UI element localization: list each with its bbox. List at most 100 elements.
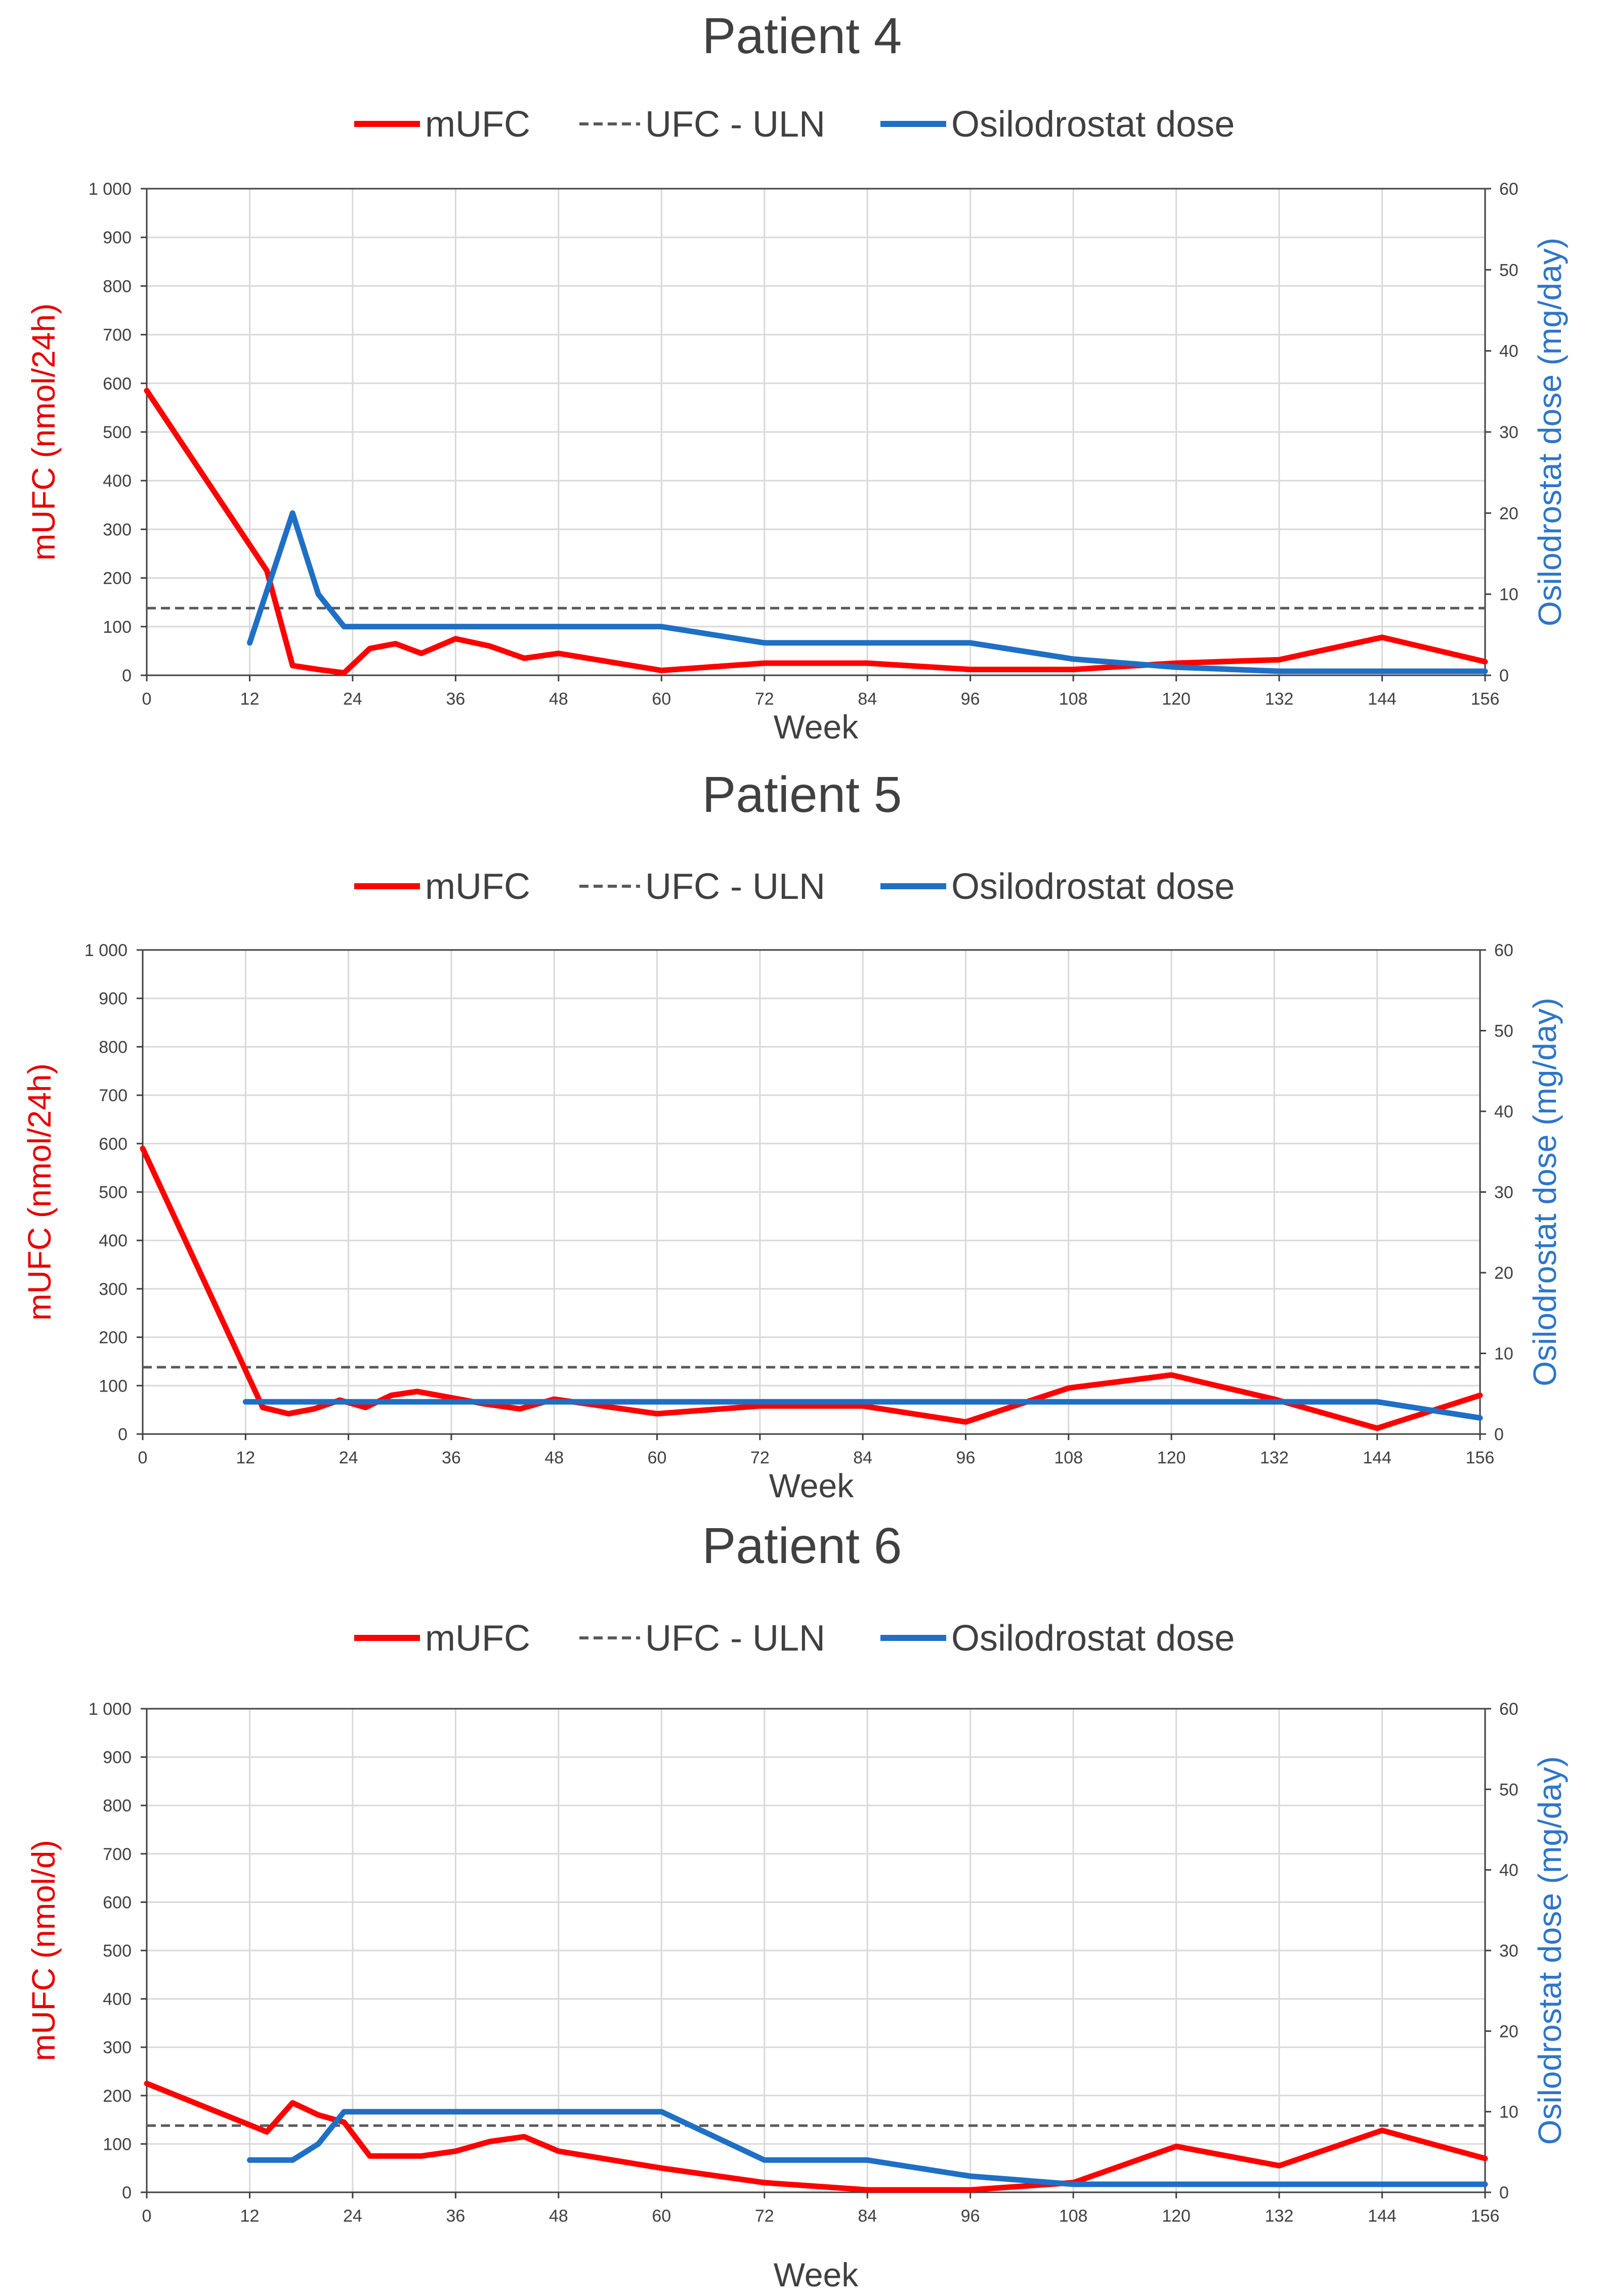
- y2-tick-label: 10: [1494, 1345, 1513, 1364]
- x-tick-label: 36: [442, 1448, 461, 1467]
- y-tick-label: 100: [103, 618, 132, 637]
- x-tick-label: 96: [961, 2206, 980, 2226]
- y-tick-label: 200: [99, 1328, 128, 1348]
- x-tick-label: 36: [446, 689, 465, 709]
- y-tick-label: 900: [103, 1748, 132, 1767]
- mufc-point: [292, 665, 293, 666]
- mufc-point: [558, 653, 559, 654]
- y2-tick-label: 40: [1499, 1861, 1518, 1880]
- y-tick-label: 600: [103, 374, 132, 394]
- x-tick-label: 120: [1162, 2206, 1191, 2226]
- x-tick-label: 156: [1471, 689, 1500, 709]
- mufc-point: [524, 658, 525, 659]
- x-tick-label: 0: [142, 689, 152, 709]
- x-tick-label: 108: [1054, 1448, 1083, 1467]
- dose-point: [764, 642, 765, 643]
- legend-label-uln: UFC - ULN: [645, 1618, 825, 1659]
- legend-label-dose: Osilodrostat dose: [951, 1618, 1235, 1659]
- x-tick-label: 0: [142, 2206, 152, 2226]
- x-tick-label: 144: [1368, 689, 1397, 709]
- y-tick-label: 800: [103, 1796, 132, 1815]
- y-tick-label: 600: [103, 1893, 132, 1912]
- legend: mUFC UFC - ULN Osilodrostat dose: [354, 867, 1235, 907]
- mufc-point: [1485, 2158, 1486, 2159]
- x-tick-label: 84: [858, 689, 877, 709]
- y-tick-label: 1 000: [89, 180, 132, 199]
- legend-label-uln: UFC - ULN: [645, 867, 825, 907]
- y2-tick-label: 40: [1499, 342, 1518, 361]
- y-tick-label: 400: [99, 1231, 128, 1250]
- x-tick-label: 132: [1265, 2206, 1294, 2226]
- y-axis-title-left: mUFC (nmol/d): [25, 1840, 62, 2061]
- y2-tick-label: 50: [1499, 261, 1518, 280]
- x-tick-label: 12: [240, 2206, 260, 2226]
- x-tick-label: 48: [549, 2206, 568, 2226]
- gridlines: [147, 189, 1485, 675]
- y2-tick-label: 20: [1499, 2022, 1518, 2041]
- mufc-point: [365, 1407, 366, 1408]
- y-axis-title-left: mUFC (nmol/24h): [21, 1063, 58, 1321]
- legend-label-dose: Osilodrostat dose: [951, 867, 1235, 907]
- y-tick-label: 100: [99, 1376, 128, 1396]
- x-tick-label: 12: [236, 1448, 255, 1467]
- y-tick-label: 300: [103, 2038, 132, 2057]
- x-tick-label: 84: [853, 1448, 872, 1467]
- y-tick-label: 900: [103, 228, 132, 247]
- y-axis-title-right: Osilodrostat dose (mg/day): [1532, 1756, 1568, 2145]
- x-tick-label: 24: [343, 689, 362, 709]
- series-osilodrostat-dose: [247, 510, 1488, 674]
- x-tick-label: 96: [956, 1448, 976, 1467]
- x-tick-label: 144: [1363, 1448, 1391, 1467]
- y-tick-label: 500: [99, 1183, 128, 1202]
- y2-tick-label: 30: [1499, 423, 1518, 442]
- dose-line: [247, 510, 1488, 674]
- y-tick-label: 500: [103, 423, 132, 442]
- dose-point: [1485, 2184, 1486, 2185]
- y-tick-label: 0: [122, 2183, 132, 2202]
- y-tick-label: 300: [103, 520, 132, 539]
- y-tick-label: 600: [99, 1135, 128, 1154]
- x-tick-label: 120: [1157, 1448, 1186, 1467]
- y-tick-label: 200: [103, 2087, 132, 2106]
- y2-tick-label: 30: [1494, 1183, 1513, 1202]
- dose-point: [661, 626, 662, 627]
- series-mufc: [144, 387, 1488, 676]
- y-tick-label: 400: [103, 471, 132, 491]
- y-tick-label: 900: [99, 989, 128, 1009]
- series-osilodrostat-dose: [247, 2109, 1488, 2187]
- y-tick-label: 800: [103, 277, 132, 296]
- x-tick-label: 24: [343, 2206, 362, 2226]
- x-axis-title: Week: [769, 1467, 855, 1504]
- mufc-point: [1073, 669, 1074, 670]
- mufc-point: [391, 1395, 392, 1396]
- y2-tick-label: 0: [1494, 1425, 1504, 1444]
- x-tick-label: 60: [648, 1448, 667, 1467]
- x-tick-label: 144: [1368, 2206, 1397, 2226]
- y-tick-label: 100: [103, 2135, 132, 2154]
- x-tick-label: 48: [549, 689, 568, 709]
- mufc-point: [369, 648, 370, 649]
- x-tick-label: 60: [652, 2206, 671, 2226]
- y2-tick-label: 60: [1499, 1700, 1518, 1719]
- legend: mUFC UFC - ULN Osilodrostat dose: [354, 1618, 1235, 1659]
- x-tick-label: 60: [652, 689, 671, 709]
- y-axis-title-left: mUFC (nmol/24h): [25, 304, 62, 561]
- mufc-point: [1279, 2165, 1280, 2166]
- y-tick-label: 0: [122, 666, 132, 685]
- legend-label-mufc: mUFC: [425, 1618, 530, 1659]
- y-tick-label: 0: [118, 1425, 128, 1444]
- mufc-point: [395, 643, 396, 644]
- mufc-line: [144, 387, 1488, 676]
- x-tick-label: 156: [1466, 1448, 1495, 1467]
- mufc-point: [661, 670, 662, 671]
- x-tick-label: 156: [1471, 2206, 1500, 2226]
- y2-tick-label: 50: [1499, 1780, 1518, 1799]
- x-tick-label: 24: [339, 1448, 358, 1467]
- mufc-point: [288, 1413, 289, 1414]
- y-tick-label: 300: [99, 1280, 128, 1299]
- y2-tick-label: 60: [1494, 941, 1513, 960]
- y2-tick-label: 30: [1499, 1941, 1518, 1961]
- x-tick-label: 108: [1059, 2206, 1088, 2226]
- y2-tick-label: 10: [1499, 585, 1518, 604]
- x-axis-title: Week: [774, 2256, 859, 2293]
